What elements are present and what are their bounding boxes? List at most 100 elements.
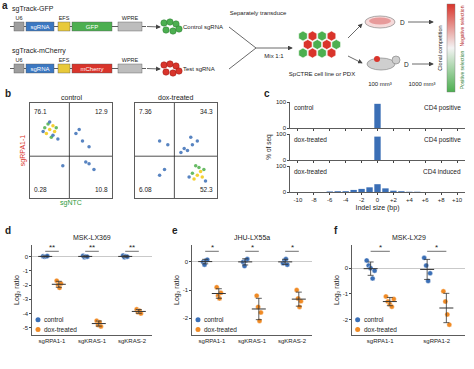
svg-text:d: d bbox=[5, 225, 11, 236]
svg-text:sgRNA: sgRNA bbox=[30, 66, 49, 72]
svg-text:Log₂ ratio: Log₂ ratio bbox=[13, 275, 21, 305]
svg-text:dox-treated: dox-treated bbox=[158, 94, 194, 101]
svg-text:-1: -1 bbox=[183, 287, 189, 293]
svg-text:-5: -5 bbox=[23, 325, 29, 331]
svg-text:CD4 positive: CD4 positive bbox=[424, 104, 461, 112]
svg-text:-10: -10 bbox=[294, 197, 303, 203]
svg-text:U6: U6 bbox=[15, 57, 22, 63]
svg-text:Log₂ ratio: Log₂ ratio bbox=[173, 275, 181, 305]
svg-text:sgNTC: sgNTC bbox=[60, 199, 82, 207]
svg-text:% of seq: % of seq bbox=[265, 134, 273, 160]
svg-text:MSK-LX369: MSK-LX369 bbox=[73, 234, 111, 241]
svg-text:control: control bbox=[294, 104, 314, 111]
svg-text:0: 0 bbox=[376, 197, 380, 203]
svg-text:WPRE: WPRE bbox=[122, 15, 139, 21]
svg-text:a: a bbox=[2, 0, 8, 11]
svg-text:Mix 1:1: Mix 1:1 bbox=[264, 53, 284, 59]
svg-text:b: b bbox=[5, 88, 11, 99]
svg-text:sgKRAS-1: sgKRAS-1 bbox=[238, 338, 267, 344]
svg-text:WPRE: WPRE bbox=[122, 57, 139, 63]
svg-text:-3: -3 bbox=[23, 296, 29, 302]
svg-text:+10: +10 bbox=[452, 197, 463, 203]
svg-text:6.08: 6.08 bbox=[139, 186, 152, 193]
svg-text:0: 0 bbox=[345, 265, 349, 271]
svg-text:1000 mm³: 1000 mm³ bbox=[408, 81, 435, 87]
svg-text:**: ** bbox=[89, 243, 95, 252]
svg-text:Indel size (bp): Indel size (bp) bbox=[356, 204, 400, 212]
svg-text:sgTrack-mCherry: sgTrack-mCherry bbox=[12, 47, 66, 55]
svg-text:0: 0 bbox=[283, 125, 287, 131]
svg-text:EFS: EFS bbox=[59, 15, 70, 21]
svg-text:**: ** bbox=[129, 243, 135, 252]
svg-text:12.9: 12.9 bbox=[95, 108, 108, 115]
svg-text:c: c bbox=[264, 88, 270, 99]
svg-text:dox-treated: dox-treated bbox=[204, 326, 237, 333]
svg-text:-2: -2 bbox=[23, 282, 29, 288]
svg-text:10.8: 10.8 bbox=[95, 186, 108, 193]
svg-text:0: 0 bbox=[283, 157, 287, 163]
svg-text:mCherry: mCherry bbox=[80, 66, 103, 72]
svg-text:sgKRAS-2: sgKRAS-2 bbox=[278, 338, 307, 344]
svg-text:0: 0 bbox=[283, 189, 287, 195]
svg-text:dox-treated: dox-treated bbox=[364, 326, 397, 333]
svg-text:dox-treated: dox-treated bbox=[294, 136, 327, 143]
svg-text:U6: U6 bbox=[15, 15, 22, 21]
svg-text:76.1: 76.1 bbox=[34, 108, 47, 115]
svg-text:e: e bbox=[172, 225, 178, 236]
svg-text:D: D bbox=[404, 61, 409, 68]
svg-text:sgTrack-GFP: sgTrack-GFP bbox=[12, 5, 54, 13]
svg-text:sgRPA1-2: sgRPA1-2 bbox=[423, 338, 451, 344]
svg-text:sgKRAS-1: sgKRAS-1 bbox=[78, 338, 107, 344]
svg-text:dox-treated: dox-treated bbox=[44, 326, 77, 333]
svg-text:7.36: 7.36 bbox=[139, 108, 152, 115]
svg-text:EFS: EFS bbox=[59, 57, 70, 63]
svg-text:*: * bbox=[211, 243, 214, 252]
svg-text:34.3: 34.3 bbox=[200, 108, 213, 115]
svg-text:Clonal competition: Clonal competition bbox=[437, 25, 443, 70]
svg-text:-8: -8 bbox=[311, 197, 317, 203]
svg-text:-4: -4 bbox=[343, 197, 349, 203]
svg-text:CD4 positive: CD4 positive bbox=[424, 136, 461, 144]
svg-text:sgRPA1-1: sgRPA1-1 bbox=[39, 338, 67, 344]
svg-text:GFP: GFP bbox=[86, 24, 98, 30]
svg-text:-2: -2 bbox=[359, 197, 365, 203]
svg-text:sgRPA1-1: sgRPA1-1 bbox=[367, 338, 395, 344]
svg-text:+8: +8 bbox=[438, 197, 446, 203]
svg-text:Log₂ ratio: Log₂ ratio bbox=[333, 275, 341, 305]
svg-text:*: * bbox=[251, 243, 254, 252]
svg-text:-1: -1 bbox=[23, 268, 29, 274]
svg-text:-4: -4 bbox=[23, 311, 29, 317]
svg-text:sgRPA1-1: sgRPA1-1 bbox=[199, 338, 227, 344]
svg-text:*: * bbox=[435, 243, 438, 252]
svg-text:control: control bbox=[204, 316, 224, 323]
svg-text:0: 0 bbox=[185, 259, 189, 265]
svg-text:MSK-LX29: MSK-LX29 bbox=[392, 234, 426, 241]
svg-text:Test sgRNA: Test sgRNA bbox=[183, 66, 215, 72]
svg-text:-2: -2 bbox=[343, 317, 349, 323]
svg-text:CD4 induced: CD4 induced bbox=[423, 168, 461, 175]
svg-text:0.28: 0.28 bbox=[34, 186, 47, 193]
svg-text:52.3: 52.3 bbox=[200, 186, 213, 193]
svg-text:sgKRAS-2: sgKRAS-2 bbox=[118, 338, 147, 344]
svg-text:-1: -1 bbox=[343, 291, 349, 297]
svg-text:0: 0 bbox=[25, 254, 29, 260]
svg-text:**: ** bbox=[49, 243, 55, 252]
svg-text:Negative selection: Negative selection bbox=[459, 5, 465, 46]
svg-text:D: D bbox=[400, 19, 405, 26]
svg-text:100: 100 bbox=[276, 99, 287, 105]
svg-text:*: * bbox=[379, 243, 382, 252]
svg-text:100: 100 bbox=[276, 163, 287, 169]
svg-text:-2: -2 bbox=[183, 315, 189, 321]
svg-text:+2: +2 bbox=[390, 197, 398, 203]
svg-text:dox-treated: dox-treated bbox=[294, 168, 327, 175]
svg-text:100 mm³: 100 mm³ bbox=[368, 81, 392, 87]
svg-text:Control sgRNA: Control sgRNA bbox=[183, 24, 223, 30]
svg-text:+6: +6 bbox=[422, 197, 430, 203]
svg-text:f: f bbox=[334, 225, 338, 236]
svg-text:sgRPA1-1: sgRPA1-1 bbox=[19, 135, 27, 166]
svg-text:Positive selection: Positive selection bbox=[459, 50, 465, 89]
svg-text:sgRNA: sgRNA bbox=[30, 24, 49, 30]
svg-text:control: control bbox=[61, 94, 82, 101]
svg-text:control: control bbox=[364, 316, 384, 323]
svg-text:+4: +4 bbox=[406, 197, 414, 203]
